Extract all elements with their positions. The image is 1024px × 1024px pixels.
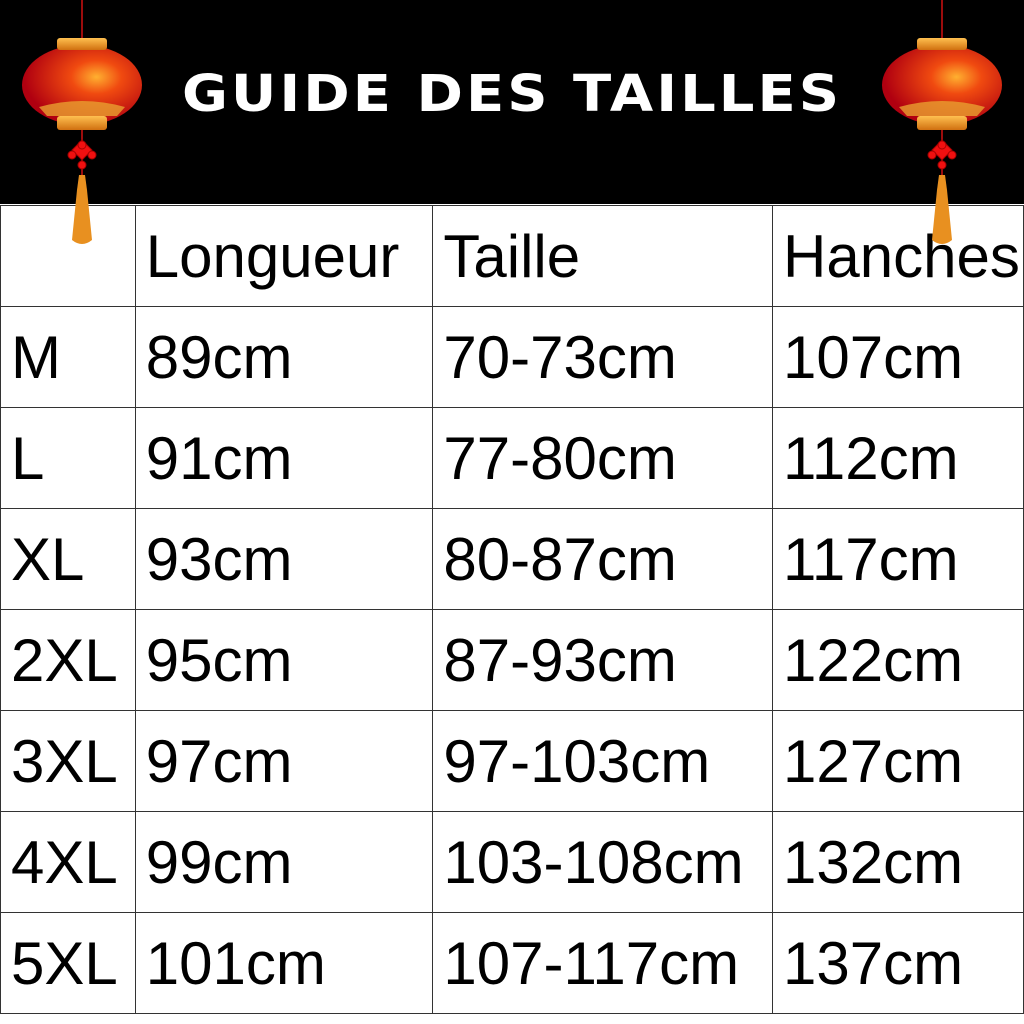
cell-taille: 87-93cm	[432, 609, 774, 711]
header-banner: GUIDE DES TAILLES	[0, 0, 1024, 204]
cell-longueur: 101cm	[134, 912, 434, 1014]
cell-size: 4XL	[0, 811, 136, 913]
cell-hanches: 107cm	[772, 306, 1024, 408]
cell-taille: 103-108cm	[432, 811, 774, 913]
table-row: 5XL 101cm 107-117cm 137cm	[0, 912, 1024, 1014]
table-row: 4XL 99cm 103-108cm 132cm	[0, 811, 1024, 913]
header-hanches: Hanches	[772, 205, 1024, 307]
cell-hanches: 127cm	[772, 710, 1024, 812]
chinese-lantern-icon	[22, 0, 142, 244]
cell-hanches: 112cm	[772, 407, 1024, 509]
table-row: 2XL 95cm 87-93cm 122cm	[0, 609, 1024, 711]
cell-size: 5XL	[0, 912, 136, 1014]
cell-longueur: 99cm	[134, 811, 434, 913]
header-longueur: Longueur	[134, 205, 434, 307]
cell-size: XL	[0, 508, 136, 610]
cell-size: 3XL	[0, 710, 136, 812]
table-header-row: Longueur Taille Hanches	[0, 205, 1024, 307]
page-title: GUIDE DES TAILLES	[181, 65, 843, 124]
cell-longueur: 97cm	[134, 710, 434, 812]
cell-taille: 107-117cm	[432, 912, 774, 1014]
table-row: XL 93cm 80-87cm 117cm	[0, 508, 1024, 610]
header-taille: Taille	[432, 205, 774, 307]
size-chart-table: Longueur Taille Hanches M 89cm 70-73cm 107c…	[0, 205, 1024, 1014]
table-row: M 89cm 70-73cm 107cm	[0, 306, 1024, 408]
cell-taille: 77-80cm	[432, 407, 774, 509]
cell-taille: 80-87cm	[432, 508, 774, 610]
cell-size: M	[0, 306, 136, 408]
cell-longueur: 93cm	[134, 508, 434, 610]
cell-size: 2XL	[0, 609, 136, 711]
chinese-lantern-icon	[882, 0, 1002, 244]
cell-hanches: 132cm	[772, 811, 1024, 913]
table-row: L 91cm 77-80cm 112cm	[0, 407, 1024, 509]
header-cell-empty	[0, 205, 136, 307]
cell-hanches: 117cm	[772, 508, 1024, 610]
cell-taille: 70-73cm	[432, 306, 774, 408]
cell-hanches: 122cm	[772, 609, 1024, 711]
cell-longueur: 91cm	[134, 407, 434, 509]
cell-hanches: 137cm	[772, 912, 1024, 1014]
table-row: 3XL 97cm 97-103cm 127cm	[0, 710, 1024, 812]
cell-longueur: 95cm	[134, 609, 434, 711]
cell-longueur: 89cm	[134, 306, 434, 408]
cell-size: L	[0, 407, 136, 509]
cell-taille: 97-103cm	[432, 710, 774, 812]
